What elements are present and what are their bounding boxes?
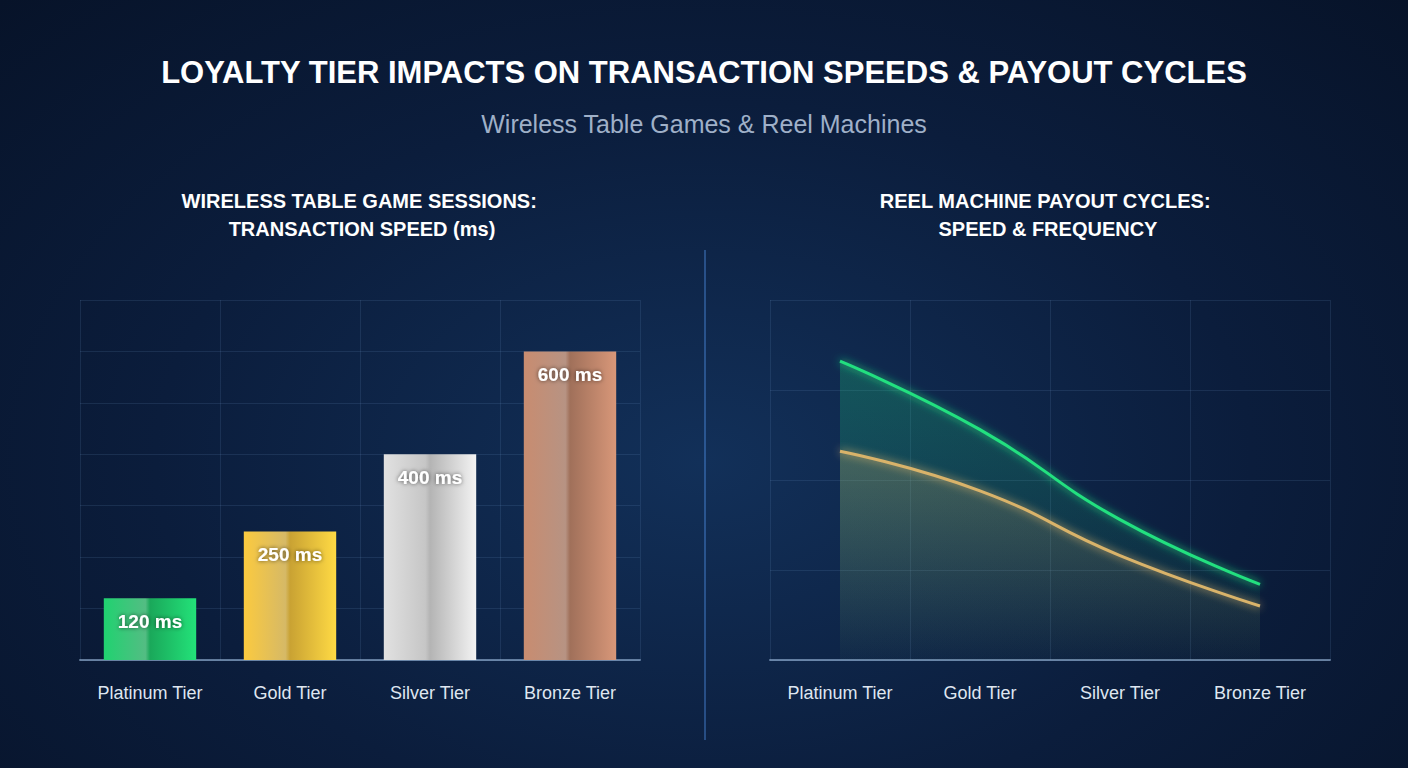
- svg-text:Platinum Tier: Platinum Tier: [787, 683, 892, 703]
- svg-text:120 ms: 120 ms: [118, 611, 182, 632]
- svg-text:Silver Tier: Silver Tier: [1080, 683, 1160, 703]
- svg-text:TRANSACTION SPEED (ms): TRANSACTION SPEED (ms): [229, 218, 496, 240]
- svg-text:LOYALTY TIER IMPACTS ON TRANSA: LOYALTY TIER IMPACTS ON TRANSACTION SPEE…: [161, 55, 1247, 90]
- svg-text:600 ms: 600 ms: [538, 364, 602, 385]
- svg-text:250 ms: 250 ms: [258, 544, 322, 565]
- svg-text:Gold Tier: Gold Tier: [253, 683, 326, 703]
- svg-text:Gold Tier: Gold Tier: [943, 683, 1016, 703]
- svg-text:Bronze Tier: Bronze Tier: [1214, 683, 1306, 703]
- svg-text:WIRELESS TABLE GAME SESSIONS:: WIRELESS TABLE GAME SESSIONS:: [182, 190, 543, 212]
- svg-text:Wireless Table Games & Reel Ma: Wireless Table Games & Reel Machines: [481, 110, 927, 138]
- svg-text:REEL MACHINE PAYOUT CYCLES:: REEL MACHINE PAYOUT CYCLES:: [880, 190, 1216, 212]
- svg-text:Platinum Tier: Platinum Tier: [97, 683, 202, 703]
- svg-text:400 ms: 400 ms: [398, 467, 462, 488]
- svg-text:Silver Tier: Silver Tier: [390, 683, 470, 703]
- svg-text:SPEED & FREQUENCY: SPEED & FREQUENCY: [939, 218, 1159, 240]
- svg-text:Bronze Tier: Bronze Tier: [524, 683, 616, 703]
